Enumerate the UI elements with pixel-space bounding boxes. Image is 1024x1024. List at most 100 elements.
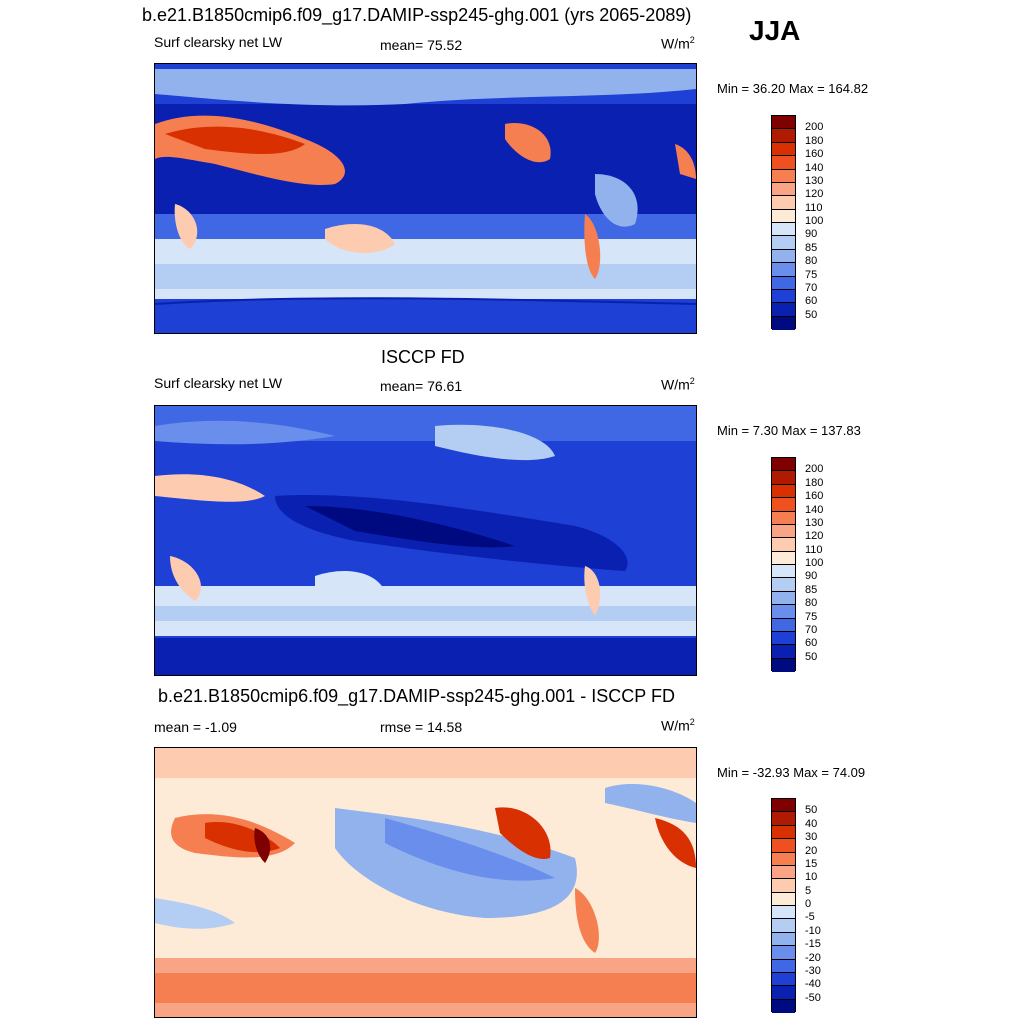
colorbar-tick-label: -50 bbox=[805, 991, 821, 1004]
colorbar-tick-label: 75 bbox=[805, 610, 818, 623]
colorbar-box bbox=[772, 591, 795, 606]
panel-3-units: W/m2 bbox=[661, 717, 695, 734]
colorbar-tick-label: 100 bbox=[805, 215, 824, 227]
colorbar-box bbox=[772, 879, 795, 893]
colorbar-tick-label: 160 bbox=[805, 148, 824, 161]
colorbar-box bbox=[772, 892, 795, 906]
colorbar-box bbox=[772, 116, 795, 130]
colorbar-box bbox=[772, 156, 795, 170]
colorbar-tick-label: 100 bbox=[805, 557, 824, 569]
colorbar-tick-label: -40 bbox=[805, 978, 821, 991]
colorbar-box bbox=[772, 919, 795, 933]
colorbar-box bbox=[772, 538, 795, 552]
colorbar-box bbox=[772, 316, 795, 330]
colorbar-tick-label: 50 bbox=[805, 804, 818, 817]
panel-2-map-svg bbox=[155, 406, 696, 675]
colorbar-box bbox=[772, 946, 795, 960]
colorbar-box bbox=[772, 471, 795, 485]
colorbar-tick-label: 5 bbox=[805, 884, 812, 897]
panel-3-title: b.e21.B1850cmip6.f09_g17.DAMIP-ssp245-gh… bbox=[158, 686, 675, 706]
colorbar-tick-label: 80 bbox=[805, 255, 818, 268]
colorbar-tick-label: 180 bbox=[805, 476, 824, 489]
colorbar-box bbox=[772, 799, 795, 813]
panel-3-colorbar bbox=[771, 798, 796, 1013]
colorbar-tick-label: 15 bbox=[805, 857, 818, 870]
colorbar-tick-label: 90 bbox=[805, 228, 818, 241]
colorbar-box bbox=[772, 498, 795, 512]
panel-1-map bbox=[154, 63, 697, 334]
colorbar-tick-label: 120 bbox=[805, 530, 824, 543]
colorbar-tick-label: 60 bbox=[805, 295, 818, 308]
colorbar-box bbox=[772, 825, 795, 840]
colorbar-box bbox=[772, 276, 795, 290]
panel-2-mean-label: mean= 76.61 bbox=[380, 378, 463, 394]
colorbar-tick-label: 110 bbox=[805, 543, 823, 556]
colorbar-tick-label: 140 bbox=[805, 161, 824, 174]
colorbar-tick-label: -15 bbox=[805, 938, 821, 951]
colorbar-box bbox=[772, 972, 795, 987]
colorbar-box bbox=[772, 289, 795, 304]
colorbar-tick-label: 200 bbox=[805, 463, 824, 476]
colorbar-box bbox=[772, 959, 795, 973]
panel-1-colorbar bbox=[771, 115, 796, 330]
colorbar-box bbox=[772, 303, 795, 317]
colorbar-tick-label: 30 bbox=[805, 831, 818, 844]
panel-3-mean-label: mean = -1.09 bbox=[154, 719, 237, 735]
colorbar-tick-label: -10 bbox=[805, 924, 821, 937]
colorbar-tick-label: 0 bbox=[805, 898, 812, 910]
colorbar-box bbox=[772, 209, 795, 223]
panel-1-title: b.e21.B1850cmip6.f09_g17.DAMIP-ssp245-gh… bbox=[142, 5, 692, 25]
colorbar-box bbox=[772, 906, 795, 920]
colorbar-box bbox=[772, 511, 795, 525]
panel-2-colorbar bbox=[771, 457, 796, 672]
colorbar-tick-label: 85 bbox=[805, 241, 818, 254]
colorbar-box bbox=[772, 223, 795, 237]
colorbar-tick-label: 20 bbox=[805, 844, 818, 857]
colorbar-tick-label: 130 bbox=[805, 516, 824, 529]
colorbar-box bbox=[772, 551, 795, 565]
colorbar-tick-label: 70 bbox=[805, 623, 818, 636]
colorbar-box bbox=[772, 986, 795, 1000]
colorbar-tick-label: 120 bbox=[805, 188, 824, 201]
colorbar-tick-label: 40 bbox=[805, 817, 818, 830]
colorbar-tick-label: -5 bbox=[805, 911, 815, 924]
panel-2-minmax: Min = 7.30 Max = 137.83 bbox=[717, 423, 861, 438]
colorbar-box bbox=[772, 196, 795, 210]
colorbar-tick-label: 50 bbox=[805, 650, 818, 663]
colorbar-box bbox=[772, 169, 795, 183]
colorbar-tick-label: 10 bbox=[805, 871, 818, 884]
colorbar-tick-label: 160 bbox=[805, 490, 824, 503]
panel-2-units: W/m2 bbox=[661, 376, 695, 393]
colorbar-box bbox=[772, 249, 795, 264]
colorbar-tick-label: -20 bbox=[805, 951, 821, 964]
season-label: JJA bbox=[749, 15, 801, 46]
colorbar-tick-label: 70 bbox=[805, 281, 818, 294]
panel-1-minmax: Min = 36.20 Max = 164.82 bbox=[717, 81, 869, 96]
colorbar-tick-label: 110 bbox=[805, 201, 823, 214]
colorbar-box bbox=[772, 852, 795, 866]
panel-2-map bbox=[154, 405, 697, 676]
colorbar-box bbox=[772, 618, 795, 632]
panel-3-map-svg bbox=[155, 748, 696, 1017]
colorbar-tick-label: 200 bbox=[805, 121, 824, 134]
colorbar-tick-label: 75 bbox=[805, 268, 818, 281]
colorbar-box bbox=[772, 999, 795, 1013]
panel-3-minmax: Min = -32.93 Max = 74.09 bbox=[717, 765, 866, 780]
panel-3-map bbox=[154, 747, 697, 1018]
colorbar-box bbox=[772, 839, 795, 853]
colorbar-box bbox=[772, 605, 795, 619]
colorbar-box bbox=[772, 658, 795, 672]
colorbar-box bbox=[772, 263, 795, 277]
colorbar-box bbox=[772, 236, 795, 250]
colorbar-box bbox=[772, 458, 795, 472]
colorbar-box bbox=[772, 932, 795, 947]
panel-1-units: W/m2 bbox=[661, 35, 695, 52]
panel-1-variable-label: Surf clearsky net LW bbox=[154, 34, 283, 50]
colorbar-tick-label: 90 bbox=[805, 570, 818, 583]
colorbar-box bbox=[772, 129, 795, 143]
colorbar-tick-label: 130 bbox=[805, 174, 824, 187]
colorbar-box bbox=[772, 182, 795, 197]
colorbar-box bbox=[772, 865, 795, 880]
colorbar-box bbox=[772, 631, 795, 646]
colorbar-box bbox=[772, 524, 795, 539]
